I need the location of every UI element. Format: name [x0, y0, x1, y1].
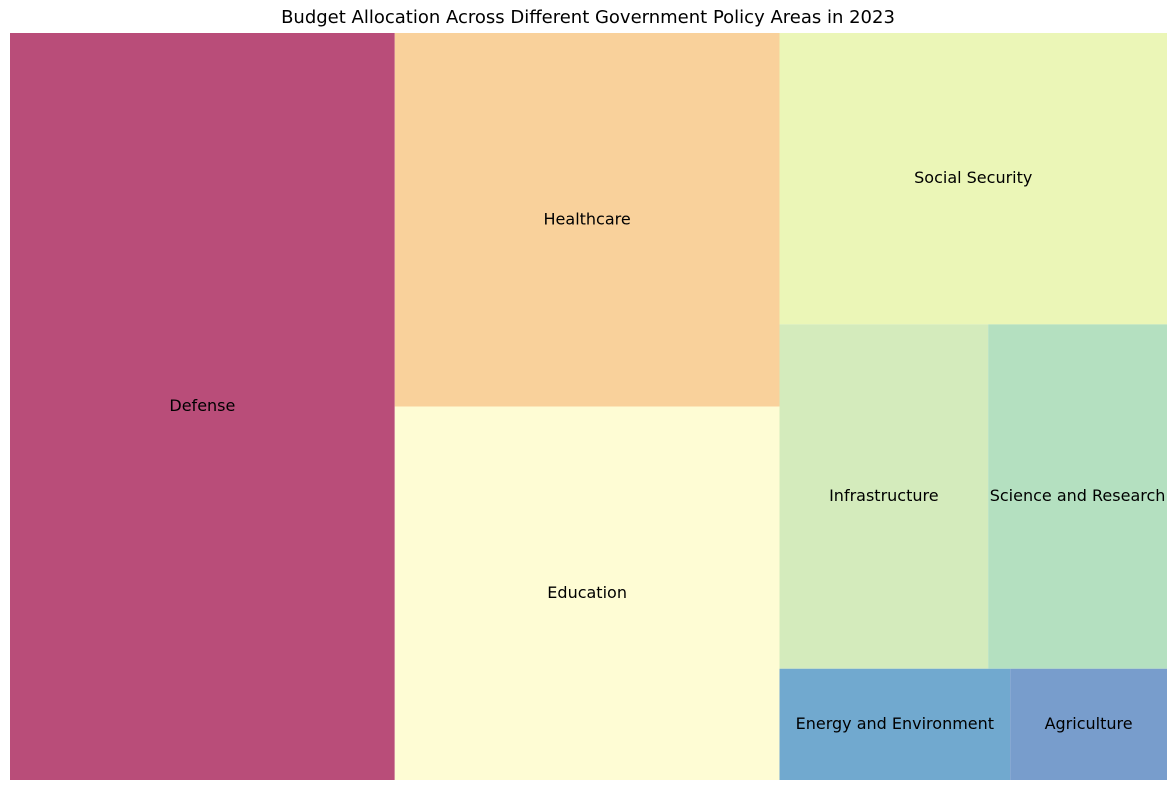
tile-energy-and-environment [779, 668, 1011, 780]
tile-education [394, 406, 780, 780]
tile-agriculture [1010, 668, 1167, 780]
treemap-labels: Defense Healthcare Education Social Securit… [169, 168, 1165, 733]
tile-defense [10, 33, 395, 780]
tile-label-infrastructure: Infrastructure [829, 486, 938, 505]
tile-healthcare [394, 33, 780, 407]
chart-title: Budget Allocation Across Different Gover… [281, 7, 895, 28]
tile-label-social-security: Social Security [914, 168, 1032, 187]
tile-label-energy-and-environment: Energy and Environment [796, 714, 994, 733]
tile-infrastructure [779, 324, 989, 669]
tile-label-science-and-research: Science and Research [990, 486, 1166, 505]
tile-label-healthcare: Healthcare [544, 209, 631, 228]
treemap-tiles [10, 33, 1167, 780]
tile-science-and-research [988, 324, 1167, 669]
tile-label-education: Education [547, 583, 627, 602]
tile-social-security [779, 33, 1167, 325]
tile-label-defense: Defense [169, 396, 235, 415]
tile-label-agriculture: Agriculture [1045, 714, 1133, 733]
